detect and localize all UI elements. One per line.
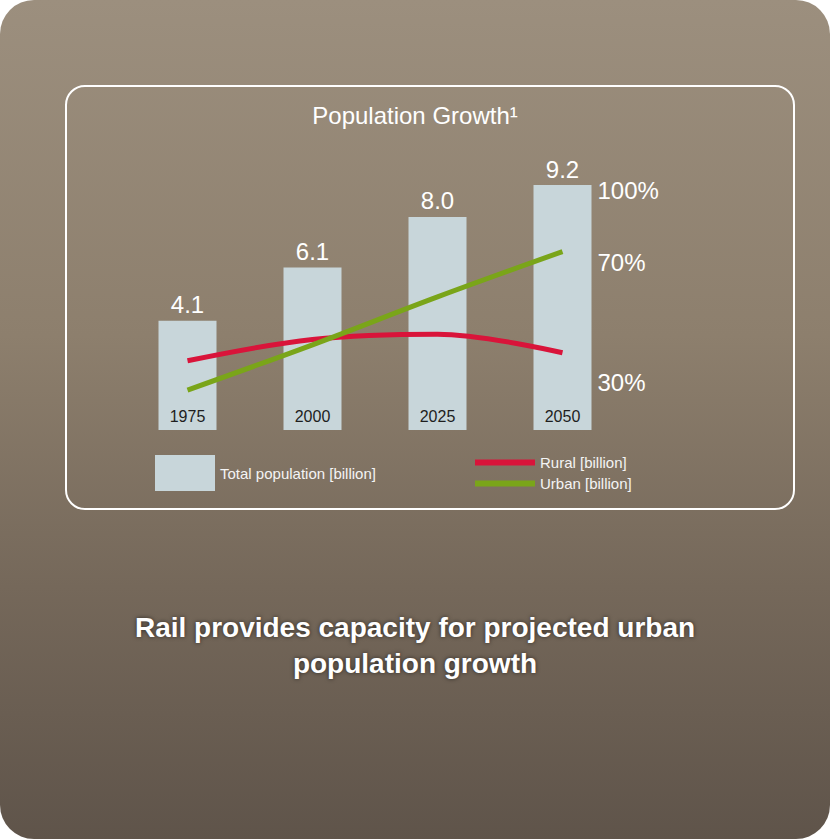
svg-text:8.0: 8.0	[421, 187, 454, 214]
svg-text:2000: 2000	[295, 408, 331, 425]
svg-text:6.1: 6.1	[296, 238, 329, 265]
svg-text:4.1: 4.1	[171, 291, 204, 318]
svg-text:Urban [billion]: Urban [billion]	[540, 475, 632, 492]
svg-text:9.2: 9.2	[546, 156, 579, 183]
svg-text:2025: 2025	[420, 408, 456, 425]
html-text:Rail provides capacity for pro: Rail provides capacity for projected urb…	[134, 612, 696, 679]
svg-text:70%: 70%	[598, 249, 646, 276]
svg-text:30%: 30%	[598, 369, 646, 396]
svg-text:1975: 1975	[170, 408, 206, 425]
svg-text:2050: 2050	[545, 408, 581, 425]
svg-text:Total population [billion]: Total population [billion]	[220, 465, 376, 482]
svg-text:Rural [billion]: Rural [billion]	[540, 454, 627, 471]
svg-text:100%: 100%	[598, 177, 659, 204]
svg-text:Population Growth¹: Population Growth¹	[312, 102, 517, 129]
